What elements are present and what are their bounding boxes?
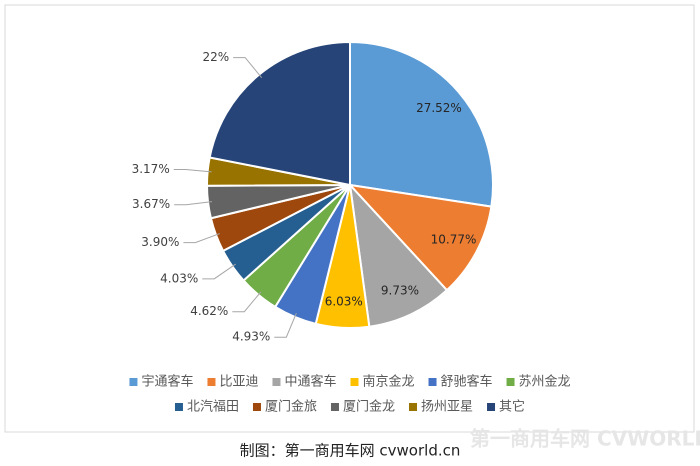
- legend-swatch: [330, 403, 339, 411]
- legend-swatch: [207, 378, 216, 386]
- legend-swatch: [272, 378, 281, 386]
- legend-label: 苏州金龙: [519, 374, 571, 390]
- leader-line: [173, 168, 212, 173]
- legend-label: 比亚迪: [219, 375, 258, 390]
- data-label: 9.73%: [381, 284, 419, 298]
- leader-line: [174, 201, 213, 206]
- data-label: 3.17%: [132, 162, 170, 176]
- data-label: 4.62%: [190, 304, 228, 318]
- data-label: 22%: [202, 50, 229, 64]
- pie-slice: [348, 181, 449, 328]
- legend-swatch: [252, 403, 261, 411]
- data-label: 3.90%: [141, 235, 179, 249]
- data-label: 6.03%: [325, 295, 363, 309]
- leader-line: [183, 233, 220, 244]
- legend-label: 厦门金旅: [265, 399, 317, 415]
- legend-swatch: [506, 378, 515, 386]
- leader-line: [232, 291, 262, 313]
- legend-label: 厦门金龙: [343, 399, 395, 415]
- leader-line: [274, 313, 297, 338]
- legend-label: 其它: [499, 399, 525, 415]
- legend-swatch: [350, 378, 359, 386]
- legend-label: 舒驰客车: [441, 374, 493, 390]
- leader-line: [233, 57, 263, 78]
- legend-swatch: [428, 378, 437, 386]
- legend-label: 扬州亚星: [421, 400, 473, 415]
- legend-label: 南京金龙: [363, 374, 415, 390]
- legend-label: 北汽福田: [187, 400, 239, 415]
- legend-label: 宇通客车: [141, 374, 193, 390]
- watermark: 第一商用车网 CVWORLD.CN: [470, 427, 700, 451]
- pie-slice: [347, 183, 493, 292]
- legend-swatch: [409, 403, 418, 411]
- data-label: 10.77%: [431, 233, 477, 247]
- leader-line: [202, 263, 236, 280]
- legend-swatch: [129, 378, 138, 386]
- caption: 制图：第一商用车网 cvworld.cn: [240, 442, 461, 460]
- data-label: 3.67%: [132, 197, 170, 211]
- data-label: 4.93%: [232, 330, 270, 344]
- legend-label: 中通客车: [284, 374, 336, 390]
- pie-slice: [349, 40, 494, 208]
- data-label: 4.03%: [160, 271, 198, 285]
- data-label: 27.52%: [416, 101, 462, 115]
- legend-swatch: [174, 403, 183, 411]
- legend-swatch: [487, 403, 496, 411]
